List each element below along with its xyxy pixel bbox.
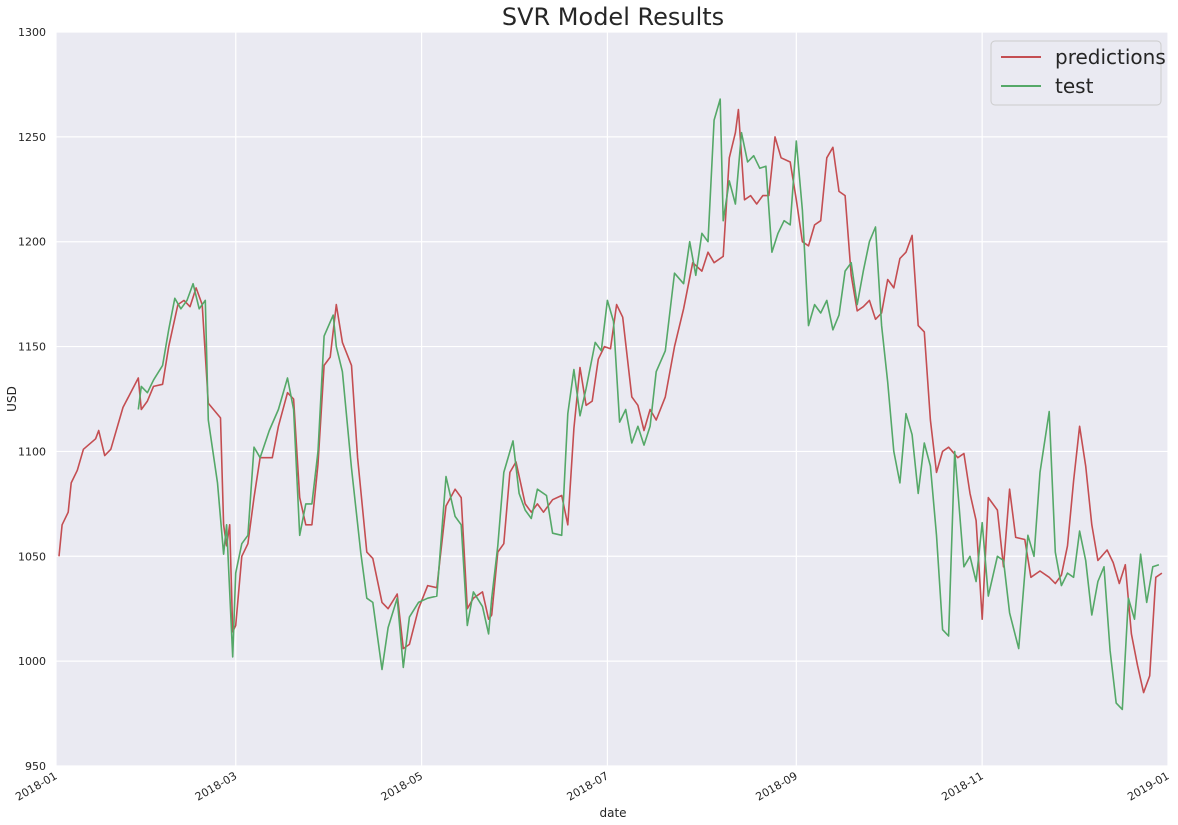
legend-label-predictions: predictions [1055, 45, 1166, 69]
x-tick-label: 2018-07 [565, 769, 611, 803]
x-axis-label: date [599, 806, 626, 820]
series-lines [58, 98, 1163, 711]
x-tick-labels: 2018-01 2018-03 2018-05 2018-07 2018-09 2018-… [13, 769, 1171, 803]
x-tick-label: 2018-09 [754, 769, 800, 803]
y-axis-label: USD [5, 386, 19, 412]
y-tick-label: 1150 [18, 341, 46, 354]
y-tick-labels: 950 1000 1050 1100 1150 1200 1250 1300 [18, 26, 46, 773]
x-tick-label: 2018-01 [13, 769, 59, 803]
grid-lines [55, 31, 1169, 767]
x-tick-label: 2018-05 [379, 769, 425, 803]
plot-background [56, 32, 1168, 766]
x-tick-label: 2018-03 [193, 769, 239, 803]
chart-title: SVR Model Results [502, 3, 724, 31]
x-tick-label: 2019-01 [1125, 769, 1171, 803]
x-tick-label: 2018-11 [939, 769, 985, 803]
y-tick-label: 1250 [18, 131, 46, 144]
y-tick-label: 950 [25, 760, 46, 773]
y-tick-label: 1100 [18, 445, 46, 458]
y-tick-label: 1200 [18, 236, 46, 249]
series-line-predictions [58, 108, 1163, 694]
y-tick-label: 1000 [18, 655, 46, 668]
legend: predictions test [990, 40, 1166, 106]
y-tick-label: 1050 [18, 550, 46, 563]
series-line-test [137, 98, 1160, 711]
legend-label-test: test [1055, 74, 1094, 98]
y-tick-label: 1300 [18, 26, 46, 39]
